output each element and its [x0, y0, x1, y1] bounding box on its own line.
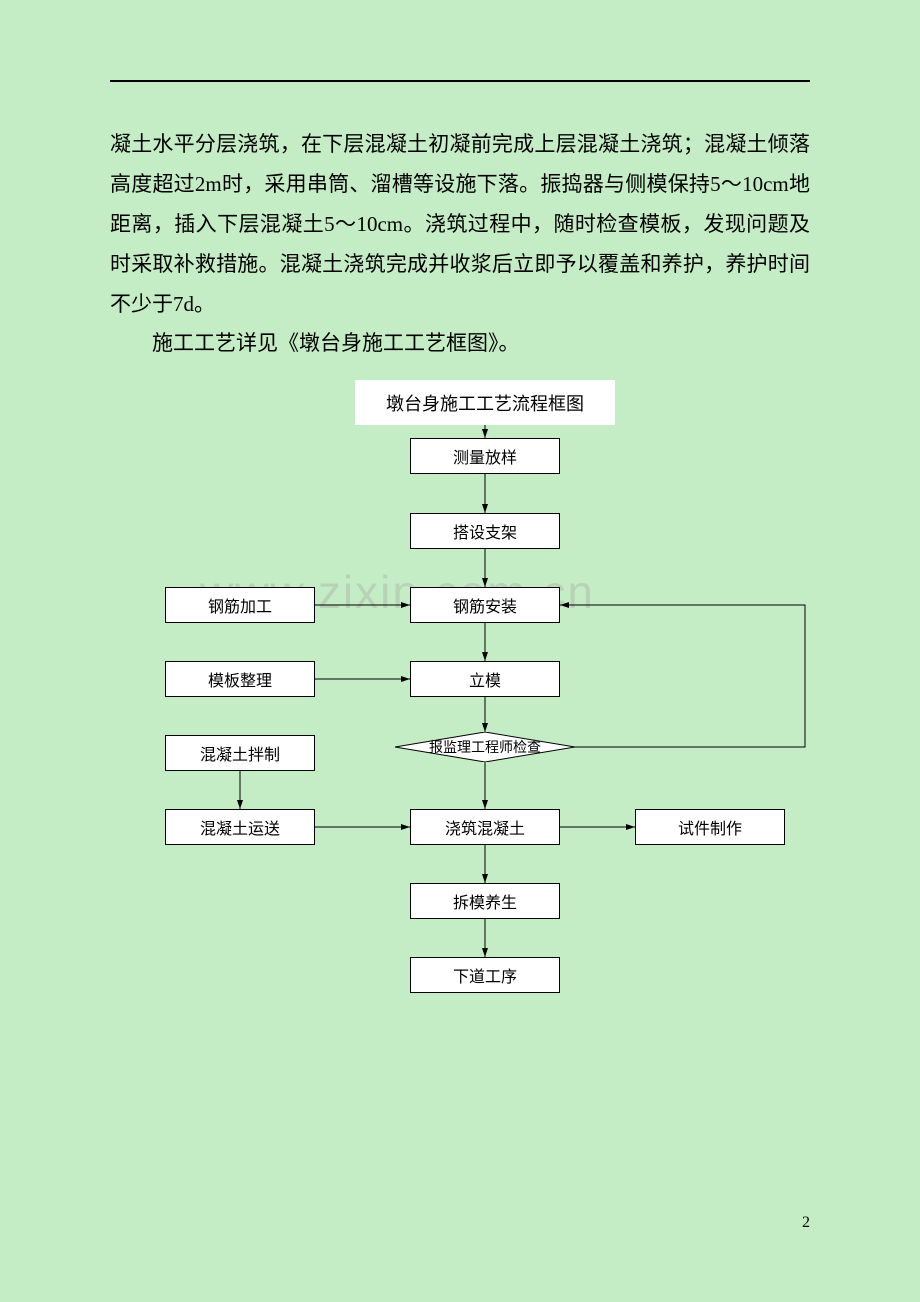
- flowchart-node: 浇筑混凝土: [410, 809, 560, 845]
- flowchart-node: 拆模养生: [410, 883, 560, 919]
- flowchart-node: 钢筋安装: [410, 587, 560, 623]
- page-number: 2: [802, 1214, 810, 1232]
- flowchart-node: 立模: [410, 661, 560, 697]
- flowchart-node: 模板整理: [165, 661, 315, 697]
- flowchart-diagram: 墩台身施工工艺流程框图测量放样搭设支架钢筋加工 钢筋安装模板整理 立模混凝土拌制 报监…: [125, 365, 825, 1085]
- flowchart-node: 混凝土运送: [165, 809, 315, 845]
- flowchart-decision: 报监理工程师检查: [395, 732, 575, 762]
- flowchart-node: 下道工序: [410, 957, 560, 993]
- flowchart-node: 混凝土拌制: [165, 735, 315, 771]
- flowchart-title: 墩台身施工工艺流程框图: [355, 380, 615, 425]
- paragraph-1: 凝土水平分层浇筑，在下层混凝土初凝前完成上层混凝土浇筑；混凝土倾落高度超过2m时…: [110, 125, 810, 324]
- paragraph-2: 施工工艺详见《墩台身施工工艺框图》。: [110, 324, 810, 364]
- flowchart-node: 试件制作: [635, 809, 785, 845]
- flowchart-node: 搭设支架: [410, 513, 560, 549]
- header-rule: [110, 80, 810, 82]
- flowchart-node: 钢筋加工: [165, 587, 315, 623]
- body-text: 凝土水平分层浇筑，在下层混凝土初凝前完成上层混凝土浇筑；混凝土倾落高度超过2m时…: [110, 125, 810, 364]
- flowchart-node: 测量放样: [410, 438, 560, 474]
- flowchart-decision-label: 报监理工程师检查: [395, 737, 575, 757]
